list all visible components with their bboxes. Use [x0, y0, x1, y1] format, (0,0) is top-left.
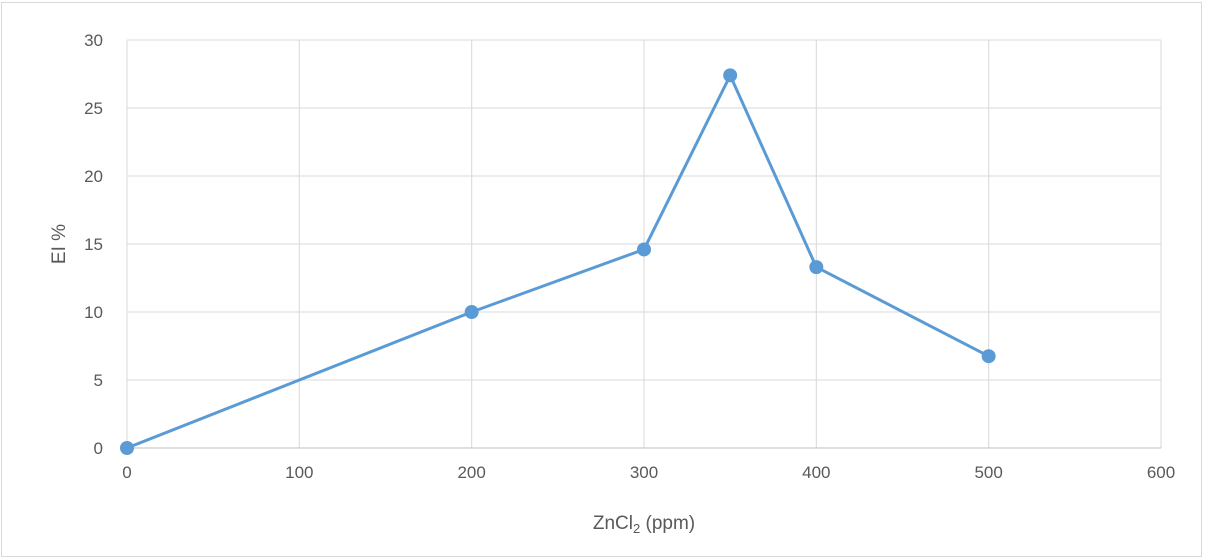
y-axis-title: EI %: [49, 224, 70, 264]
x-axis-title-unit: (ppm): [640, 513, 695, 534]
x-axis-title: ZnCl2 (ppm): [593, 513, 695, 536]
y-tick-label: 25: [84, 99, 103, 118]
data-series: [120, 68, 996, 455]
x-axis-title-subscript: 2: [633, 521, 640, 536]
data-point: [637, 242, 651, 257]
x-tick-label: 500: [974, 463, 1002, 482]
x-axis-title-main: ZnCl: [593, 513, 633, 534]
y-tick-label: 15: [84, 235, 103, 254]
x-tick-label: 0: [122, 463, 131, 482]
x-tick-label: 400: [802, 463, 830, 482]
series-line: [126, 73, 990, 450]
data-point: [723, 68, 738, 83]
data-point: [120, 441, 134, 455]
y-tick-label: 20: [84, 167, 103, 186]
data-point: [809, 260, 824, 275]
y-tick-label: 30: [84, 31, 103, 50]
x-tick-label: 300: [630, 463, 658, 482]
x-tick-label: 200: [457, 463, 485, 482]
y-tick-label: 5: [94, 371, 103, 390]
data-point: [464, 305, 479, 319]
x-tick-label: 600: [1147, 463, 1175, 482]
data-point: [981, 349, 996, 364]
axes: [126, 40, 1161, 449]
y-tick-label: 0: [94, 439, 103, 458]
y-tick-label: 10: [84, 303, 103, 322]
x-tick-label: 100: [285, 463, 313, 482]
